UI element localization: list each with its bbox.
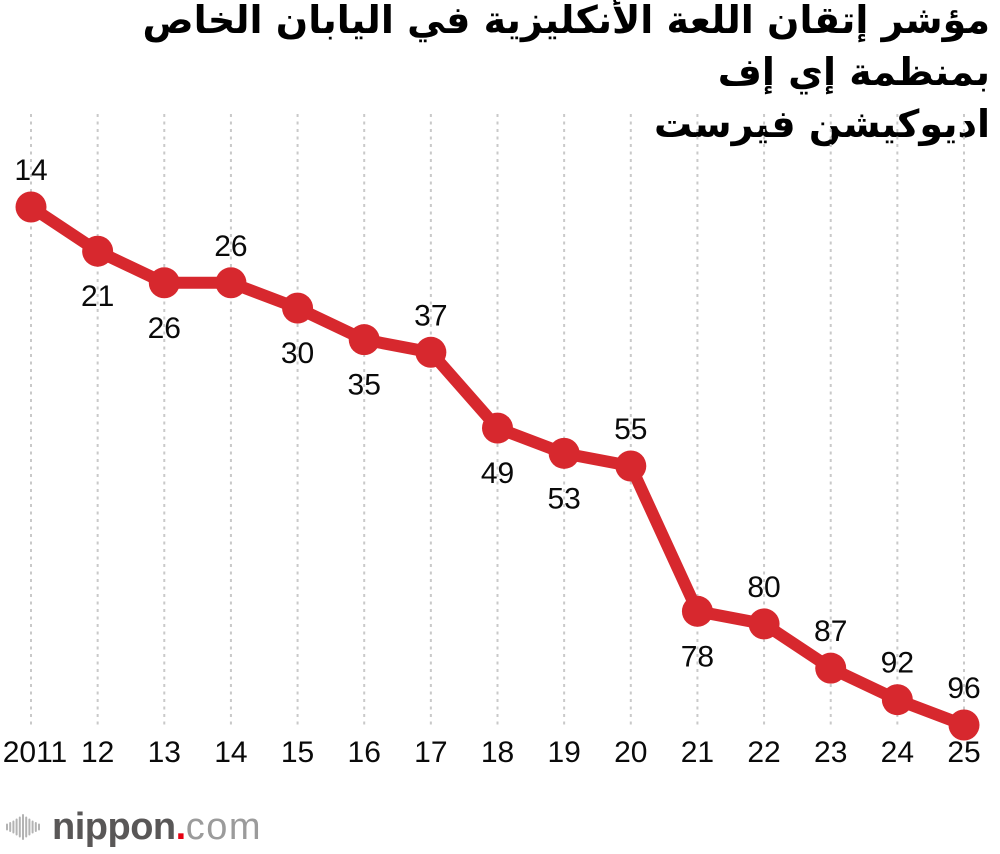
nippon-logo-text: nippon.com [52,804,262,850]
x-axis-label: 23 [814,736,847,769]
data-point [348,324,380,356]
chart-title-line1: مؤشر إتقان اللعة الأنكليزية في اليابان ا… [142,0,991,94]
x-axis-label: 21 [681,736,714,769]
data-point [815,652,847,684]
logo-name: nippon [52,806,176,848]
data-point [148,267,180,299]
value-label: 37 [414,299,447,332]
data-point [82,235,114,267]
value-label: 87 [814,615,847,648]
soundwave-bar [12,820,15,834]
data-point [748,608,780,640]
value-label: 35 [348,369,381,402]
x-axis-label: 19 [547,736,580,769]
value-label: 26 [214,230,247,263]
logo-tld: com [185,806,262,848]
x-axis-label: 25 [947,736,980,769]
value-label: 53 [547,482,580,515]
x-axis-label: 12 [81,736,114,769]
soundwave-bar [18,816,21,838]
data-point [948,709,980,741]
data-point [282,292,314,324]
value-label: 92 [881,647,914,680]
x-axis-label: 14 [214,736,247,769]
soundwave-bar [31,820,34,834]
soundwave-bar [34,822,37,832]
soundwave-bar [15,818,18,836]
chart-title: مؤشر إتقان اللعة الأنكليزية في اليابان ا… [0,0,991,150]
x-axis-label: 13 [148,736,181,769]
soundwave-logo-icon [6,814,40,840]
data-point [615,450,647,482]
x-axis-label: 16 [348,736,381,769]
value-label: 21 [81,280,114,313]
nippon-logo: nippon.com [6,804,262,850]
soundwave-bar [25,816,28,838]
x-axis-label: 17 [414,736,447,769]
x-axis-label: 22 [747,736,780,769]
data-point [215,267,247,299]
x-axis-label: 15 [281,736,314,769]
x-axis-label: 18 [481,736,514,769]
value-label: 26 [148,312,181,345]
data-point [482,412,513,444]
value-label: 49 [481,457,514,490]
value-label: 96 [947,672,980,705]
soundwave-bar [9,822,12,832]
value-label: 78 [681,640,714,673]
data-point [681,595,713,627]
value-label: 30 [281,337,314,370]
soundwave-bar [28,818,31,836]
data-point [548,437,580,469]
value-label: 14 [14,154,47,187]
chart-title-line2: اديوكيشن فيرست [654,102,990,146]
value-label: 55 [614,413,647,446]
soundwave-bar [38,823,40,831]
x-axis-label: 24 [881,736,914,769]
logo-dot: . [175,806,187,848]
soundwave-bar [6,823,8,831]
x-axis-label: 20 [614,736,647,769]
data-point [15,191,47,223]
data-point [881,684,913,716]
x-axis-label: 2011 [3,736,68,769]
value-label: 80 [747,571,780,604]
data-point [415,336,447,368]
soundwave-bar [22,814,24,840]
